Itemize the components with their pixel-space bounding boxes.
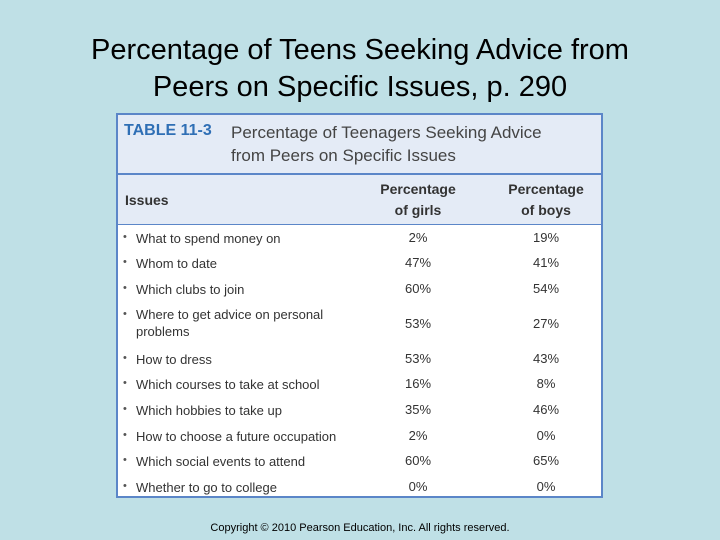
boys-cell: 46% <box>532 402 560 417</box>
issue-cell: Whether to go to college <box>136 480 277 495</box>
girls-cell: 53% <box>404 351 432 366</box>
table-row: • Which social events to attend 60% 65% <box>118 448 601 474</box>
table-row: • Whom to date 47% 41% <box>118 250 601 276</box>
bullet: • <box>123 308 127 320</box>
bullet: • <box>123 352 127 364</box>
bullet: • <box>123 377 127 389</box>
table-row: • Which clubs to join 60% 54% <box>118 276 601 302</box>
table-row: • Which hobbies to take up 35% 46% <box>118 397 601 423</box>
table-caption: TABLE 11-3 Percentage of Teenagers Seeki… <box>118 115 601 175</box>
girls-cell: 53% <box>404 316 432 331</box>
boys-cell: 0% <box>536 479 556 494</box>
bullet: • <box>123 282 127 294</box>
caption-line-1: Percentage of Teenagers Seeking Advice <box>231 123 542 142</box>
boys-cell: 27% <box>532 316 560 331</box>
table-body: • What to spend money on 2% 19% • Whom t… <box>118 225 601 500</box>
header-boys: Percentage of boys <box>496 179 596 221</box>
girls-cell: 35% <box>404 402 432 417</box>
table-row: • What to spend money on 2% 19% <box>118 225 601 250</box>
girls-cell: 0% <box>408 479 428 494</box>
table-row: • Which courses to take at school 16% 8% <box>118 371 601 397</box>
boys-cell: 43% <box>532 351 560 366</box>
boys-cell: 41% <box>532 255 560 270</box>
boys-cell: 0% <box>536 428 556 443</box>
bullet: • <box>123 429 127 441</box>
boys-cell: 65% <box>532 453 560 468</box>
bullet: • <box>123 231 127 243</box>
copyright-notice: Copyright © 2010 Pearson Education, Inc.… <box>210 522 510 534</box>
bullet: • <box>123 480 127 492</box>
issue-cell: How to dress <box>136 352 212 367</box>
table-number: TABLE 11-3 <box>124 122 212 139</box>
issue-cell: What to spend money on <box>136 231 281 246</box>
issue-cell: Which social events to attend <box>136 454 306 469</box>
slide-title-line-1: Percentage of Teens Seeking Advice from <box>91 34 629 66</box>
table-row: • Where to get advice on personal proble… <box>118 302 601 346</box>
slide-title: Percentage of Teens Seeking Advice from … <box>0 32 720 106</box>
girls-cell: 16% <box>404 376 432 391</box>
issue-cell: Where to get advice on personal problems <box>136 307 324 339</box>
header-girls-line-1: Percentage <box>380 181 456 197</box>
girls-cell: 60% <box>404 281 432 296</box>
table-row: • How to dress 53% 43% <box>118 346 601 371</box>
issue-cell: Which courses to take at school <box>136 377 320 392</box>
header-issues: Issues <box>125 192 169 208</box>
caption-line-2: from Peers on Specific Issues <box>231 146 456 165</box>
issue-cell: How to choose a future occupation <box>136 429 337 444</box>
girls-cell: 2% <box>408 428 428 443</box>
table-row: • How to choose a future occupation 2% 0… <box>118 423 601 448</box>
bullet: • <box>123 454 127 466</box>
data-table: TABLE 11-3 Percentage of Teenagers Seeki… <box>116 113 603 498</box>
boys-cell: 19% <box>532 230 560 245</box>
girls-cell: 47% <box>404 255 432 270</box>
header-girls-line-2: of girls <box>394 202 442 218</box>
table-header: Issues Percentage of girls Percentage of… <box>118 175 601 225</box>
slide-title-line-2: Peers on Specific Issues, p. 290 <box>152 71 568 103</box>
bullet: • <box>123 256 127 268</box>
header-girls: Percentage of girls <box>368 179 468 221</box>
table-row: • Whether to go to college 0% 0% <box>118 474 601 500</box>
issue-cell: Which clubs to join <box>136 282 245 297</box>
girls-cell: 60% <box>404 453 432 468</box>
issue-cell: Whom to date <box>136 256 217 271</box>
header-boys-line-1: Percentage <box>508 181 584 197</box>
bullet: • <box>123 403 127 415</box>
header-boys-line-2: of boys <box>521 202 571 218</box>
table-caption-text: Percentage of Teenagers Seeking Advice f… <box>231 121 542 167</box>
boys-cell: 54% <box>532 281 560 296</box>
issue-cell: Which hobbies to take up <box>136 403 282 418</box>
boys-cell: 8% <box>536 376 556 391</box>
girls-cell: 2% <box>408 230 428 245</box>
